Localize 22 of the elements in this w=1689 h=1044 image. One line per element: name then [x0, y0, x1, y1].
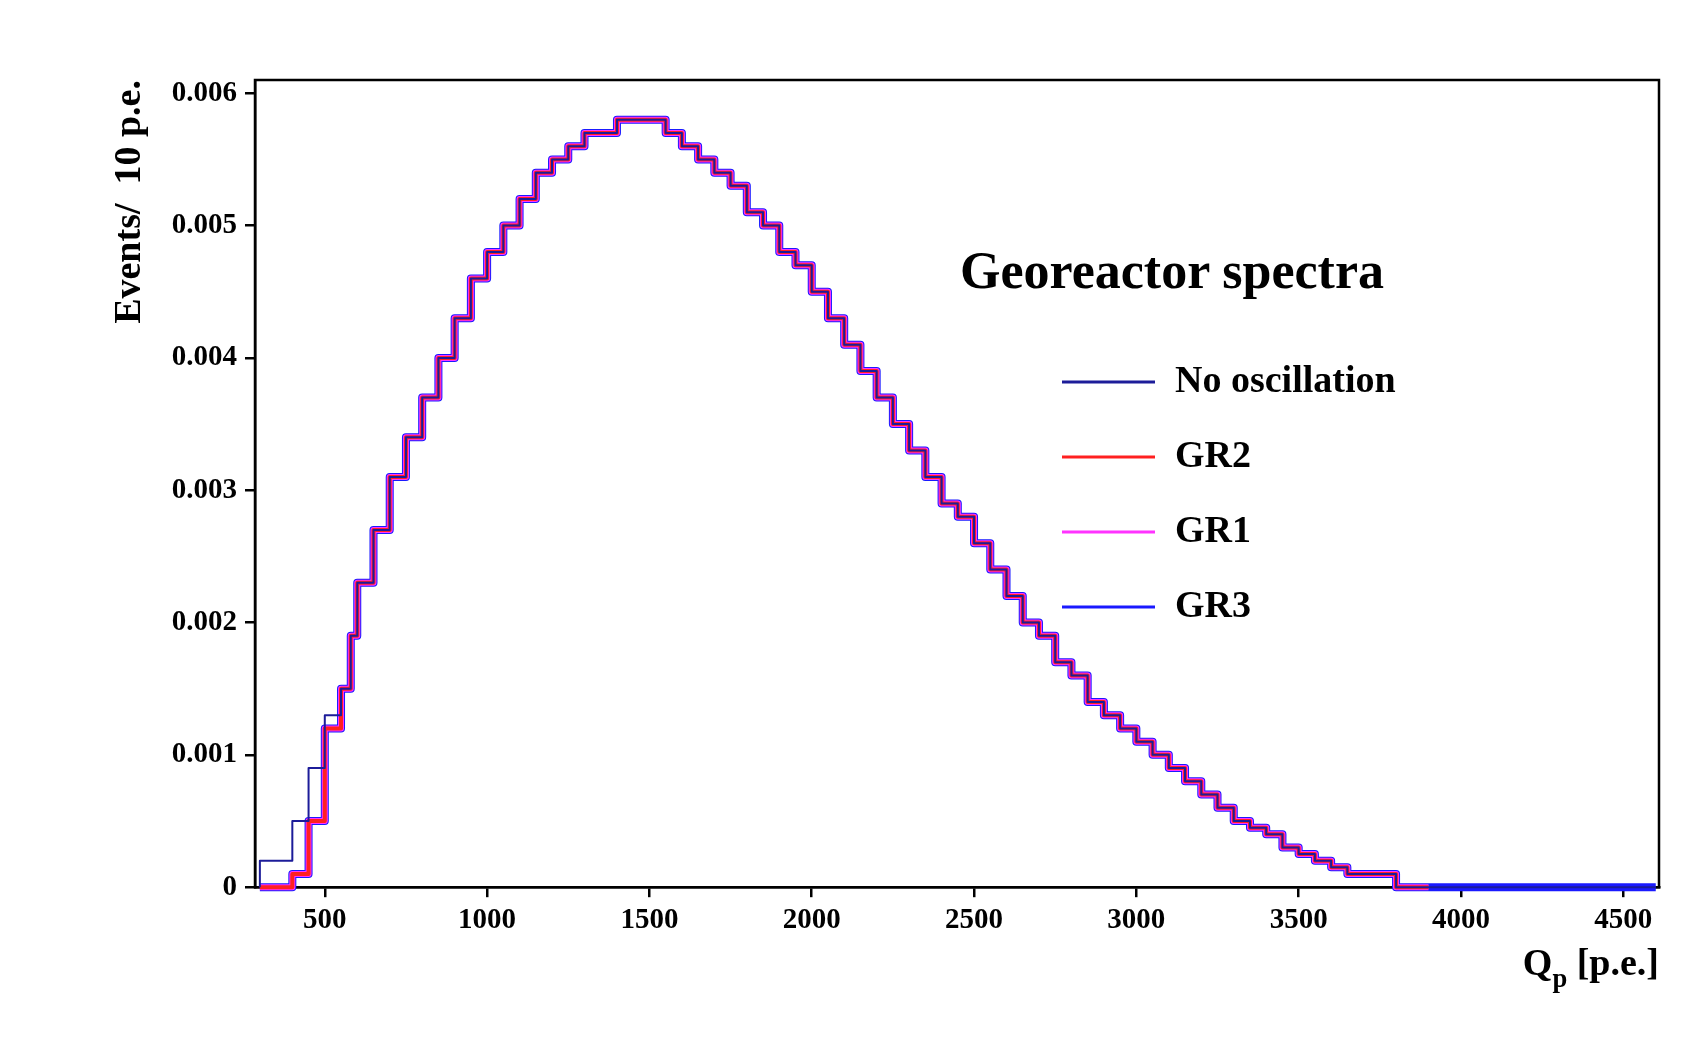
legend-title: Georeactor spectra	[960, 242, 1384, 299]
y-tick-label: 0.004	[171, 339, 237, 372]
x-tick-label: 3000	[1107, 902, 1166, 935]
y-tick-label: 0.001	[171, 736, 237, 769]
x-tick-label: 500	[303, 902, 347, 935]
y-tick-label: 0.006	[171, 74, 237, 107]
y-tick-label: 0	[222, 868, 237, 901]
y-axis-title: Events/ 10 p.e.	[106, 80, 148, 324]
legend-label: GR2	[1175, 432, 1251, 475]
x-tick-label: 3500	[1269, 902, 1328, 935]
x-tick-label: 2000	[782, 902, 841, 935]
y-tick-label: 0.002	[171, 604, 237, 637]
y-tick-label: 0.003	[171, 471, 237, 504]
x-tick-label: 2500	[945, 902, 1004, 935]
x-tick-label: 4000	[1431, 902, 1490, 935]
legend-label: GR3	[1175, 582, 1251, 625]
legend-label: No oscillation	[1175, 357, 1396, 400]
legend-label: GR1	[1175, 507, 1251, 550]
y-tick-label: 0.005	[171, 207, 237, 240]
x-tick-label: 1500	[620, 902, 679, 935]
x-tick-label: 1000	[458, 902, 517, 935]
x-tick-label: 4500	[1594, 902, 1653, 935]
